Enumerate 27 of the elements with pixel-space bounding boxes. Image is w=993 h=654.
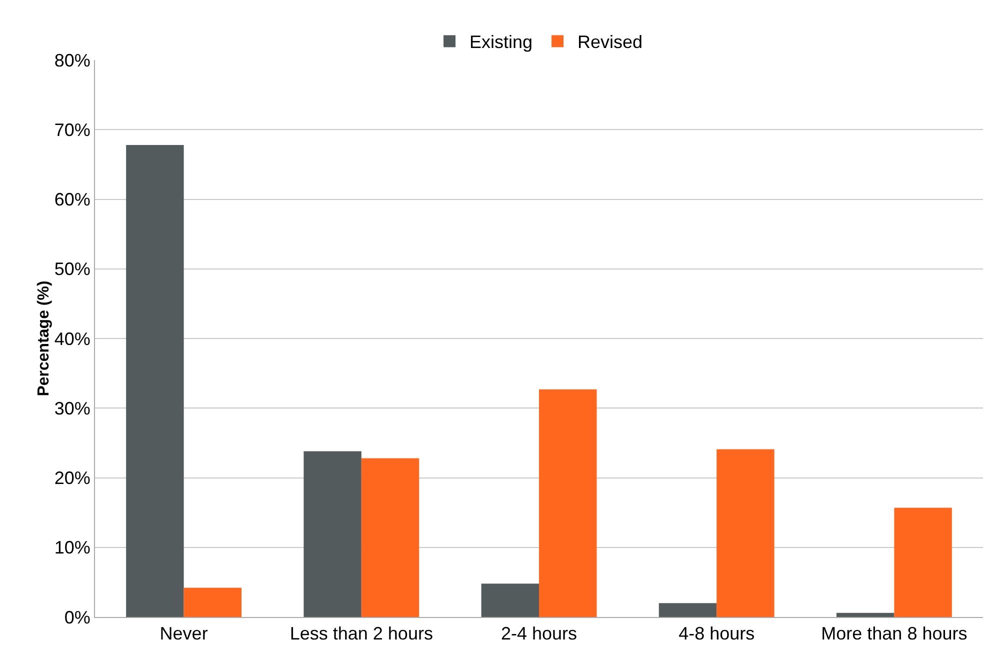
legend-label: Revised	[578, 32, 643, 52]
x-tick-label: Less than 2 hours	[290, 624, 433, 644]
y-tick-label: 0%	[64, 607, 90, 628]
y-axis-title: Percentage (%)	[35, 280, 52, 396]
bar	[304, 451, 362, 617]
x-tick-label: Never	[160, 624, 208, 644]
bar	[836, 612, 894, 617]
y-tick-label: 10%	[54, 538, 90, 558]
bar	[658, 603, 717, 617]
bar	[894, 508, 952, 617]
bar	[716, 449, 774, 617]
y-tick-label: 20%	[54, 468, 90, 488]
y-tick-label: 80%	[54, 50, 90, 70]
bar	[481, 584, 539, 617]
y-tick-label: 50%	[54, 259, 90, 280]
x-tick-label: More than 8 hours	[821, 624, 968, 644]
bar	[184, 588, 242, 617]
y-tick-label: 70%	[54, 120, 90, 140]
x-tick-label: 2-4 hours	[500, 624, 578, 644]
legend-label: Existing	[470, 32, 533, 52]
y-tick-label: 60%	[54, 190, 90, 210]
y-tick-label: 30%	[54, 398, 90, 418]
y-tick-label: 40%	[54, 328, 90, 349]
x-tick-label: 4-8 hours	[678, 624, 755, 644]
bar	[361, 458, 420, 617]
bar	[539, 389, 597, 617]
bar	[126, 144, 184, 617]
